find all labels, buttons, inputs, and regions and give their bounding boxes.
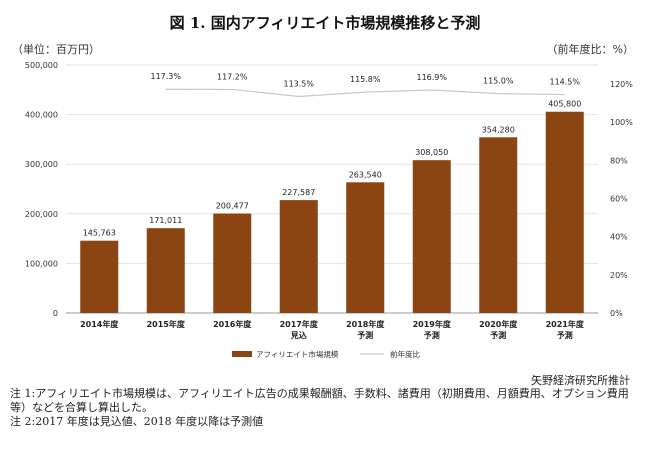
bar (213, 213, 252, 313)
bar-value-label: 263,540 (349, 170, 382, 179)
left-tick-label: 400,000 (25, 111, 58, 120)
ratio-value-label: 115.0% (483, 77, 514, 86)
chart-area: 0 100,000 200,000 300,000 400,000 500,000 0% 20… (25, 61, 633, 359)
bar (545, 111, 584, 313)
ratio-line (165, 88, 565, 98)
right-tick-label: 20% (610, 271, 628, 280)
category-label: 予測 (557, 330, 573, 340)
bar-value-label: 354,280 (482, 125, 515, 134)
category-label: 予測 (357, 330, 373, 340)
bar-value-label: 171,011 (149, 216, 182, 225)
ratio-value-label: 116.9% (416, 73, 447, 82)
bar-value-label: 308,050 (415, 148, 448, 157)
category-label: 2018年度 (346, 319, 385, 329)
chart-title: 図 1. 国内アフィリエイト市場規模推移と予測 (169, 14, 481, 32)
category-label: 2016年度 (213, 319, 252, 329)
category-label: 2015年度 (147, 319, 186, 329)
bar (146, 228, 185, 313)
bar (346, 182, 385, 313)
footnote-2: 注 2:2017 年度は見込値、2018 年度以降は予測値 (10, 415, 264, 428)
bar-value-label: 227,587 (282, 188, 315, 197)
left-tick-label: 300,000 (25, 160, 58, 169)
left-tick-label: 100,000 (25, 259, 58, 268)
ratio-value-label: 113.5% (283, 79, 314, 88)
bar (80, 240, 119, 313)
category-label: 予測 (490, 330, 506, 340)
source-note: 矢野経済研究所推計 (531, 374, 630, 387)
bar (479, 137, 518, 313)
right-tick-label: 120% (610, 80, 633, 89)
footnotes: 注 1:アフィリエイト市場規模は、アフィリエイト広告の成果報酬額、手数料、諸費用… (10, 387, 635, 429)
right-tick-label: 60% (610, 195, 628, 204)
bar (412, 160, 451, 313)
left-tick-label: 200,000 (25, 210, 58, 219)
ratio-value-label: 117.2% (217, 72, 248, 81)
left-axis-unit: （単位：百万円） (12, 43, 100, 56)
left-tick-label: 0 (53, 309, 58, 318)
right-tick-label: 100% (610, 118, 633, 127)
right-tick-label: 0% (610, 309, 623, 318)
left-tick-label: 500,000 (25, 61, 58, 70)
bar-value-label: 405,800 (548, 100, 581, 109)
bar-value-label: 145,763 (83, 229, 116, 238)
category-label: 2014年度 (80, 319, 119, 329)
right-tick-label: 40% (610, 233, 628, 242)
ratio-value-label: 117.3% (150, 72, 181, 81)
legend-bar-swatch (232, 351, 252, 357)
footnote-1: 注 1:アフィリエイト市場規模は、アフィリエイト広告の成果報酬額、手数料、諸費用… (10, 387, 629, 414)
bar (279, 200, 318, 313)
category-label: 見込 (290, 330, 307, 340)
category-label: 2020年度 (479, 319, 518, 329)
bar-value-label: 200,477 (216, 202, 249, 211)
category-label: 予測 (424, 330, 440, 340)
category-label: 2021年度 (546, 319, 585, 329)
right-axis-unit: （前年度比：%） (546, 43, 634, 56)
category-label: 2019年度 (413, 319, 452, 329)
ratio-value-label: 114.5% (549, 78, 580, 87)
category-label: 2017年度 (280, 319, 319, 329)
ratio-value-label: 115.8% (350, 75, 381, 84)
legend-line-label: 前年度比 (390, 349, 420, 359)
legend-bar-label: アフィリエイト市場規模 (256, 349, 339, 359)
right-tick-label: 80% (610, 156, 628, 165)
